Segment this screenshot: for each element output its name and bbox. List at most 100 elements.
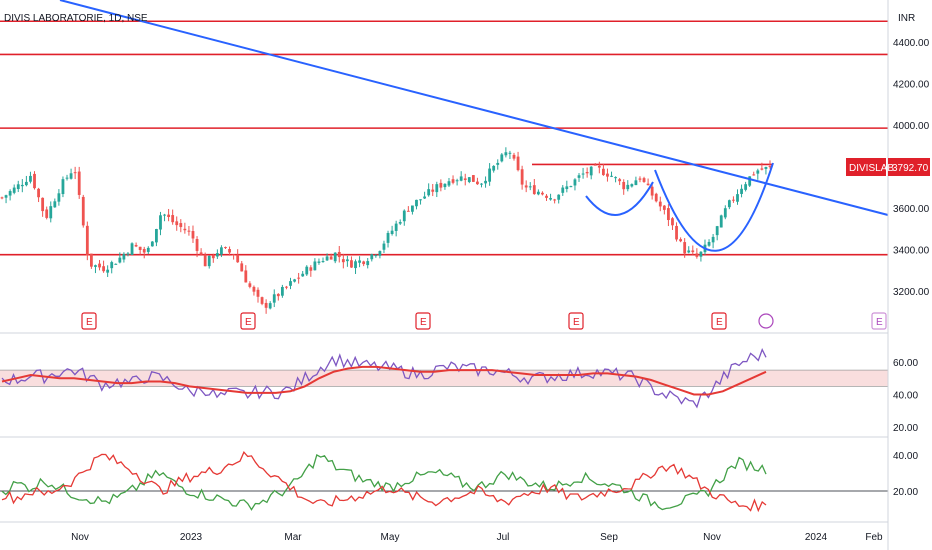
earnings-marker-future-label: E [876,317,883,328]
candle-body [654,193,658,202]
candle-body [232,254,236,256]
candle-body [276,293,280,297]
candle-body [723,208,727,218]
candle-body [85,225,89,256]
rsi-tick-label: 60.00 [893,358,918,369]
candle-body [411,205,414,212]
candle-body [707,241,711,246]
candle-body [622,181,626,190]
earnings-marker-label: E [420,317,427,328]
candle-body [756,170,760,174]
dmi-pane[interactable]: 20.00 40.00 [0,451,918,513]
candle-body [419,199,422,201]
candle-body [264,302,268,308]
earnings-marker-box [240,312,256,330]
candle-body [679,239,683,242]
candle-body [471,175,475,182]
candle-body [289,281,292,286]
candle-body [195,239,199,251]
candle-body [638,178,642,180]
candle-body [545,195,548,198]
candle-body [53,201,57,208]
candle-body [427,189,431,196]
candle-body [155,229,158,243]
earnings-marker: E [81,312,97,330]
candle-body [467,177,471,183]
candle-body [626,184,630,190]
candle-body [325,256,329,261]
earnings-marker: E [240,312,256,330]
candle-body [102,266,105,272]
earnings-marker-box [711,312,727,330]
candle-body [337,251,341,258]
candle-body [130,243,134,255]
candle-body [557,194,561,200]
candle-body [727,200,731,208]
rsi-pane[interactable]: 20.00 40.00 60.00 [0,347,918,438]
candle-body [764,167,768,169]
earnings-marker: E [568,312,584,330]
candle-body [606,173,609,177]
candle-body [528,186,532,188]
candle-body [313,261,317,271]
candle-body [191,231,195,239]
candle-body [57,193,61,202]
candle-body [536,191,540,195]
candle-body [520,169,524,185]
earnings-marker-label: E [716,317,723,328]
y-tick-label: 3400.00 [893,246,930,257]
x-tick-label: 2024 [805,532,828,543]
candle-body [81,196,85,226]
candle-body [768,166,772,168]
candle-body [455,180,459,182]
earnings-marker-future: E [871,312,887,330]
candle-body [77,171,81,195]
x-tick-label: Jul [497,532,510,543]
candle-body [504,152,508,156]
candle-body [593,164,597,166]
dmi-plus-line [1,454,767,511]
candle-body [29,175,32,182]
candle-body [159,215,162,230]
candle-body [614,177,617,179]
candle-body [752,174,756,176]
candle-body [675,225,678,240]
candle-body [8,191,12,196]
candle-body [138,246,142,250]
candle-body [142,248,146,253]
candle-body [150,241,154,247]
candle-body [98,263,101,268]
candle-body [423,196,427,199]
price-tag: DIVISLAB 3792.70 [846,158,930,176]
candle-body [228,249,231,253]
candle-body [390,230,394,235]
candle-body [439,182,443,188]
candle-body [386,232,390,243]
candle-body [516,156,520,171]
candle-body [358,260,361,263]
x-axis: Nov 2023 Mar May Jul Sep Nov 2024 Feb [0,0,889,550]
candle-body [167,214,171,217]
candle-body [541,192,544,195]
candle-body [431,189,435,192]
candle-body [589,166,593,176]
candle-body [20,184,24,187]
y-tick-label: 3600.00 [893,204,930,215]
price-tag-symbol-bg [846,158,886,176]
earnings-marker-box [568,312,584,330]
candle-body [256,289,260,297]
candle-body [508,152,512,154]
candle-body [748,176,752,186]
price-pane[interactable]: 3200.003400.003600.003800.004000.004200.… [0,0,930,334]
candle-body [272,294,276,303]
candle-body [175,221,179,226]
candle-body [94,265,97,267]
candle-body [179,223,183,228]
candle-body [280,286,284,296]
rsi-ma-line [1,365,767,396]
y-tick-label: 4400.00 [893,38,930,49]
x-tick-label: Sep [600,532,618,543]
candle-body [69,173,73,179]
